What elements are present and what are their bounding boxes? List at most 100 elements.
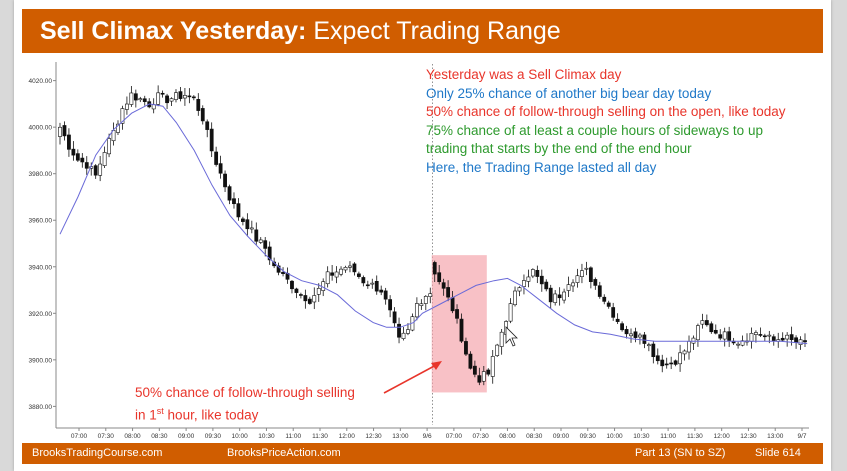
x-tick-label: 12:00 bbox=[339, 433, 356, 440]
candle-bear bbox=[803, 340, 807, 343]
x-tick-label: 11:30 bbox=[312, 433, 328, 440]
candle-bear bbox=[780, 337, 785, 341]
candle-bear bbox=[486, 369, 491, 375]
candle-bear bbox=[455, 309, 459, 319]
candle-bear bbox=[472, 365, 477, 375]
candle-bear bbox=[606, 302, 611, 307]
candle-bear bbox=[214, 151, 219, 165]
x-tick-label: 07:30 bbox=[98, 433, 115, 440]
candle-bull bbox=[406, 329, 410, 334]
title-rest: Expect Trading Range bbox=[313, 17, 561, 45]
candle-bear bbox=[597, 285, 602, 297]
candle-bull bbox=[696, 325, 700, 341]
candle-bull bbox=[107, 138, 111, 155]
candle-bear bbox=[75, 153, 80, 161]
candle-bear bbox=[236, 203, 241, 218]
candle-bear bbox=[704, 320, 709, 326]
candle-bull bbox=[481, 371, 486, 382]
footer-slide: Slide 614 bbox=[755, 447, 801, 459]
note-line-2: in 1st hour, like today bbox=[135, 406, 259, 423]
note-line-1: 50% chance of follow-through selling bbox=[135, 385, 355, 400]
y-tick-label: 3880.00 bbox=[29, 404, 53, 411]
candle-bear bbox=[62, 125, 67, 137]
candle-bear bbox=[535, 270, 540, 277]
candle-bear bbox=[218, 163, 223, 174]
y-tick-label: 3980.00 bbox=[29, 171, 53, 178]
candle-bear bbox=[187, 95, 192, 98]
annotation-line-2: Only 25% chance of another big bear day … bbox=[426, 85, 712, 101]
candle-bull bbox=[754, 332, 758, 335]
candle-bear bbox=[762, 335, 767, 338]
candle-bear bbox=[142, 98, 147, 102]
annotation-arrow bbox=[383, 363, 439, 394]
candle-bear bbox=[392, 311, 397, 324]
candle-bear bbox=[263, 240, 268, 249]
y-tick-label: 3960.00 bbox=[29, 218, 53, 225]
candle-bear bbox=[374, 281, 379, 292]
candle-bear bbox=[664, 363, 669, 366]
candle-bull bbox=[125, 103, 129, 110]
candle-bull bbox=[120, 108, 125, 124]
candle-bull bbox=[517, 287, 522, 292]
candle-bear bbox=[281, 271, 285, 274]
x-tick-label: 9/6 bbox=[423, 433, 432, 440]
x-tick-label: 08:00 bbox=[124, 433, 141, 440]
candle-bull bbox=[798, 339, 803, 345]
candle-bear bbox=[227, 186, 232, 201]
candle-bear bbox=[669, 362, 674, 365]
candle-bear bbox=[84, 162, 89, 169]
footer-left: BrooksTradingCourse.com bbox=[32, 447, 163, 459]
x-tick-label: 07:30 bbox=[473, 433, 490, 440]
candle-bull bbox=[419, 303, 424, 306]
x-tick-label: 09:00 bbox=[553, 433, 570, 440]
x-tick-label: 13:00 bbox=[767, 433, 784, 440]
candle-bull bbox=[312, 295, 317, 303]
candle-bear bbox=[379, 289, 384, 293]
title-bold: Sell Climax Yesterday: bbox=[40, 17, 307, 45]
candle-bear bbox=[298, 294, 303, 296]
candle-bear bbox=[160, 92, 165, 95]
title-bar: Sell Climax Yesterday: Expect Trading Ra… bbox=[22, 9, 823, 53]
candle-bear bbox=[67, 134, 71, 150]
candle-bear bbox=[441, 282, 446, 289]
candle-bear bbox=[588, 267, 593, 283]
candle-bear bbox=[133, 93, 138, 101]
candle-bull bbox=[98, 163, 103, 176]
candle-bull bbox=[428, 293, 433, 297]
slide-title: Sell Climax Yesterday: Expect Trading Ra… bbox=[40, 17, 561, 45]
x-tick-label: 11:00 bbox=[660, 433, 676, 440]
candle-bull bbox=[749, 333, 754, 342]
footer-center: BrooksPriceAction.com bbox=[227, 447, 341, 459]
candle-bear bbox=[245, 219, 250, 230]
candle-bull bbox=[339, 268, 343, 275]
candle-bear bbox=[71, 148, 76, 156]
candle-bull bbox=[490, 356, 495, 377]
candle-bear bbox=[191, 96, 196, 99]
footer-part: Part 13 (SN to SZ) bbox=[635, 447, 726, 459]
x-tick-label: 09:00 bbox=[178, 433, 195, 440]
candle-bull bbox=[343, 267, 348, 271]
mouse-cursor bbox=[505, 326, 518, 347]
candle-bull bbox=[736, 343, 740, 346]
candle-bull bbox=[58, 126, 62, 137]
footer-bar: BrooksTradingCourse.com BrooksPriceActio… bbox=[22, 443, 823, 464]
candle-bear bbox=[660, 359, 665, 367]
candle-bear bbox=[446, 287, 451, 298]
follow-through-note: 50% chance of follow-through selling in … bbox=[135, 384, 355, 425]
candle-bear bbox=[655, 355, 660, 362]
candle-bull bbox=[687, 341, 691, 353]
candle-bull bbox=[571, 282, 575, 287]
candle-bear bbox=[468, 353, 473, 369]
x-tick-label: 9/7 bbox=[797, 433, 806, 440]
candle-bull bbox=[249, 227, 254, 230]
x-tick-label: 12:00 bbox=[714, 433, 731, 440]
candle-bull bbox=[499, 331, 504, 347]
candle-bull bbox=[700, 320, 705, 325]
candle-bull bbox=[767, 334, 772, 337]
annotation-line-6: Here, the Trading Range lasted all day bbox=[426, 159, 657, 175]
x-tick-label: 10:00 bbox=[606, 433, 623, 440]
x-tick-label: 13:00 bbox=[392, 433, 409, 440]
candle-bull bbox=[678, 352, 682, 365]
candle-bull bbox=[553, 293, 558, 303]
candle-bear bbox=[464, 341, 468, 355]
